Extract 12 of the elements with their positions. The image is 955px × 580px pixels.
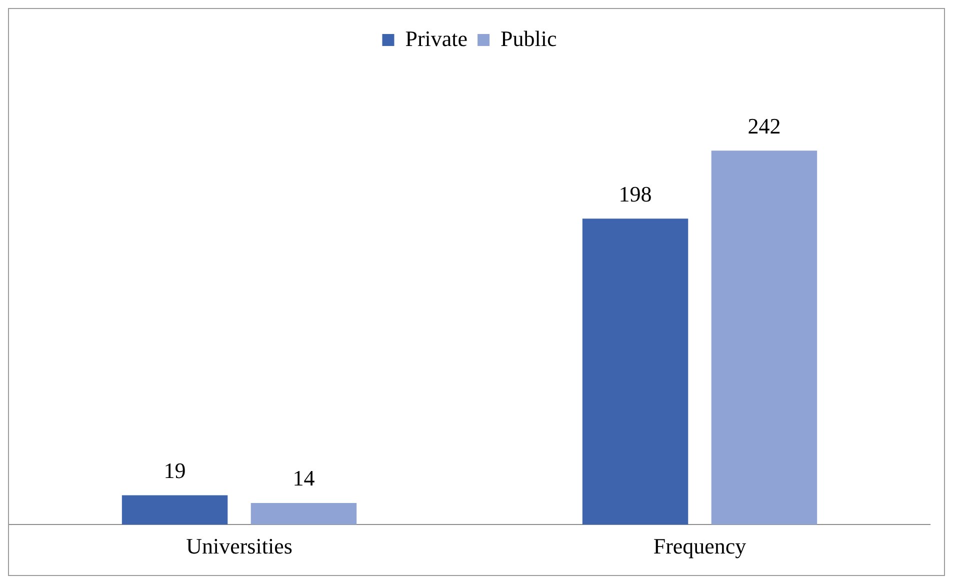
bar <box>122 495 228 525</box>
data-label: 19 <box>164 458 186 484</box>
bar <box>250 502 357 525</box>
legend-label: Public <box>500 26 558 51</box>
x-tick-label: Frequency <box>653 534 746 559</box>
bar <box>582 218 688 525</box>
data-label: 198 <box>618 181 652 206</box>
data-label: 242 <box>748 113 781 138</box>
x-tick-label: Universities <box>186 534 292 559</box>
legend-label: Private <box>405 26 468 51</box>
data-label: 14 <box>292 466 315 491</box>
bar <box>711 150 818 525</box>
